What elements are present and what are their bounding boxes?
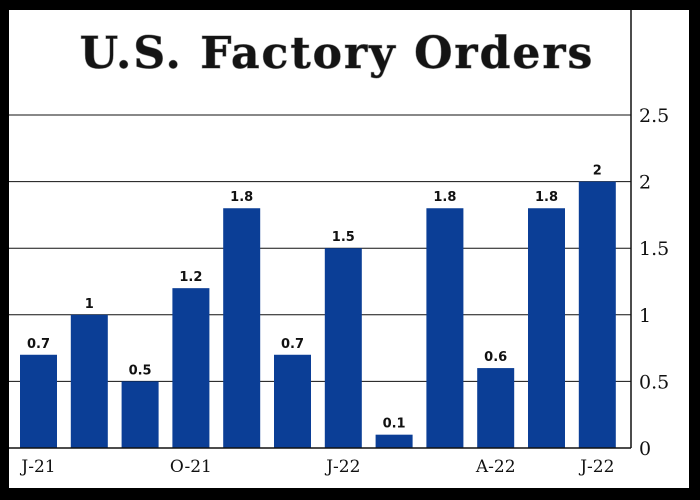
data-label: 1.8 <box>535 190 558 205</box>
x-tick-label: A-22 <box>475 457 516 477</box>
y-tick-label: 0.5 <box>639 371 669 393</box>
bar <box>578 181 616 448</box>
data-label: 0.7 <box>281 337 304 352</box>
data-label: 1.5 <box>332 230 355 245</box>
y-tick-label: 1.5 <box>639 238 669 260</box>
data-labels: 0.7 1 0.5 1.2 1.8 0.7 1.5 0.1 1.8 0.6 1.8 2 <box>27 164 602 432</box>
bar <box>528 208 565 448</box>
y-tick-label: 2 <box>639 172 651 194</box>
data-label: 0.1 <box>383 417 406 432</box>
chart-frame: 0.7 1 0.5 1.2 1.8 0.7 1.5 0.1 1.8 0.6 1.8 2 0 0.5 1 1.… <box>9 10 689 488</box>
bar <box>426 208 464 448</box>
bar <box>324 248 362 448</box>
data-label: 2 <box>593 164 602 179</box>
bar <box>477 368 515 448</box>
bar <box>375 434 413 448</box>
bar <box>274 354 311 448</box>
bar <box>70 314 108 448</box>
bars <box>20 181 616 448</box>
bar <box>20 354 57 448</box>
x-tick-label: J-22 <box>324 457 360 477</box>
x-tick-label: J-22 <box>578 457 614 477</box>
data-label: 1 <box>85 297 94 312</box>
data-label: 1.8 <box>433 190 456 205</box>
y-tick-label: 1 <box>639 305 651 327</box>
bar-chart: 0.7 1 0.5 1.2 1.8 0.7 1.5 0.1 1.8 0.6 1.8 2 0 0.5 1 1.… <box>9 10 669 477</box>
y-axis-ticks: 0 0.5 1 1.5 2 2.5 <box>639 105 669 460</box>
data-label: 1.8 <box>230 190 253 205</box>
x-tick-label: J-21 <box>19 457 55 477</box>
data-label: 1.2 <box>179 270 202 285</box>
x-tick-label: O-21 <box>170 457 212 477</box>
chart-title: U.S. Factory Orders <box>80 28 595 79</box>
gridlines <box>9 114 631 382</box>
bar <box>172 288 210 448</box>
x-axis-ticks: J-21 O-21 J-22 A-22 J-22 <box>19 457 614 477</box>
y-tick-label: 0 <box>639 438 651 460</box>
data-label: 0.5 <box>129 363 152 378</box>
bar <box>223 208 261 448</box>
bar <box>121 381 159 448</box>
data-label: 0.6 <box>484 350 507 365</box>
data-label: 0.7 <box>27 337 50 352</box>
y-tick-label: 2.5 <box>639 105 669 127</box>
